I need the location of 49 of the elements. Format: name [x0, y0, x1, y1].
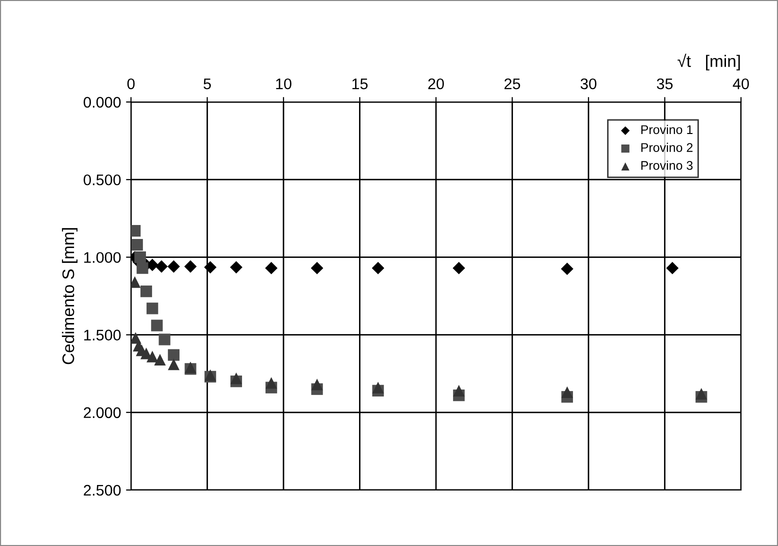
x-axis-title: √t [min]: [678, 54, 740, 70]
point: [452, 262, 466, 274]
point: [372, 382, 384, 394]
point: [146, 350, 158, 362]
point: [311, 378, 323, 390]
point: [230, 261, 242, 274]
y-tick-label: 1.500: [84, 330, 121, 340]
x-tick-label: 5: [204, 78, 211, 90]
point: [453, 384, 465, 396]
x-tick-label: 25: [504, 78, 520, 90]
x-tick-label: 20: [428, 78, 444, 90]
x-tick-label: 30: [580, 78, 596, 90]
point: [146, 302, 158, 314]
point: [310, 262, 324, 274]
point: [265, 262, 278, 274]
point: [168, 349, 180, 361]
point: [134, 251, 146, 264]
y-tick-label: 1.000: [84, 252, 121, 263]
legend-label: Provino 2: [641, 142, 693, 152]
point: [265, 377, 278, 389]
legend-label: Provino 1: [641, 124, 693, 134]
point: [136, 262, 148, 274]
point: [167, 260, 180, 273]
point: [140, 286, 152, 298]
point: [158, 334, 170, 346]
x-tick-label: 15: [352, 78, 368, 90]
y-axis-title: Cedimento S [mm]: [62, 228, 78, 364]
x-tick-label: 0: [127, 78, 135, 90]
point: [696, 388, 708, 400]
point: [561, 386, 573, 398]
y-tick-label: 2.500: [84, 484, 121, 496]
point: [184, 260, 197, 273]
point: [560, 262, 574, 276]
x-tick-label: 40: [732, 78, 749, 90]
point: [230, 372, 242, 384]
point: [131, 238, 143, 251]
legend-label: Provino 3: [641, 160, 693, 170]
point: [155, 260, 168, 273]
x-tick-label: 35: [656, 78, 673, 90]
y-tick-label: 2.000: [84, 407, 121, 418]
x-tick-label: 10: [276, 78, 292, 90]
point: [154, 354, 166, 366]
point: [666, 262, 679, 274]
point: [168, 358, 180, 370]
y-tick-label: 0.000: [84, 96, 121, 108]
y-tick-label: 0.500: [84, 174, 121, 186]
point: [372, 262, 384, 274]
point: [151, 320, 163, 332]
point: [204, 261, 217, 274]
